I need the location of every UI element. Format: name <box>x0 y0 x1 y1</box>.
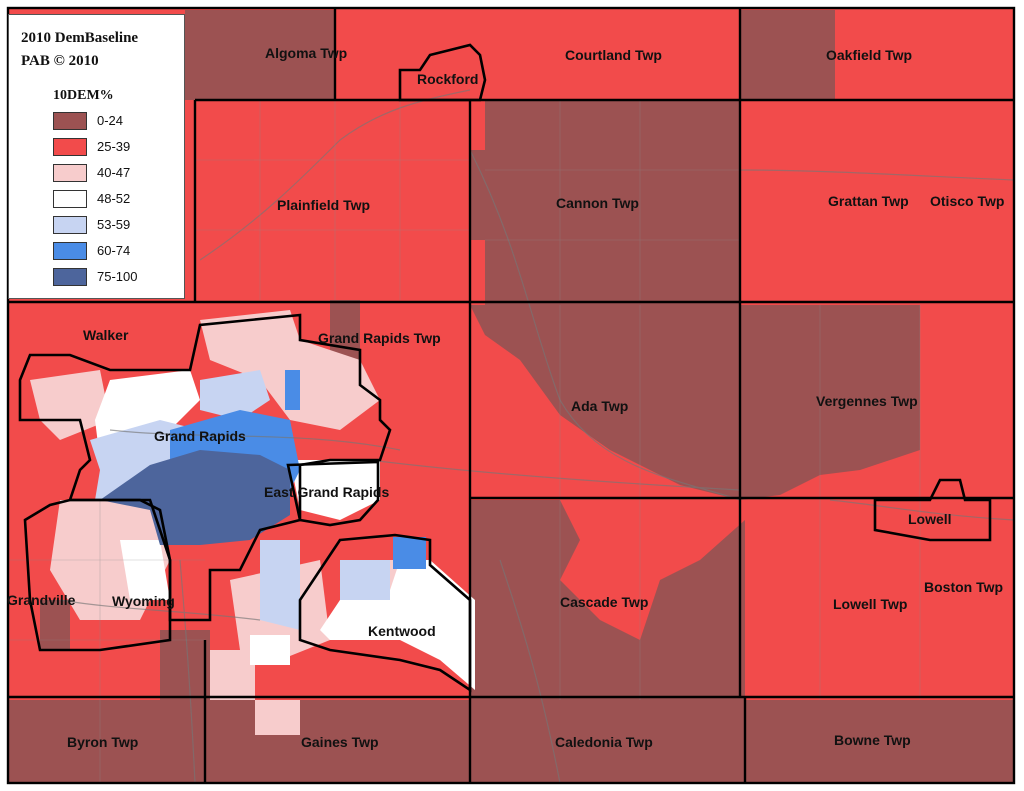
strong-democrat-areas <box>100 450 290 545</box>
map-legend: 2010 DemBaseline PAB © 2010 10DEM% 0-24 2… <box>8 14 185 299</box>
lowell-boundary <box>873 478 992 542</box>
label-oakfield: Oakfield Twp <box>826 47 912 63</box>
label-grattan: Grattan Twp <box>828 193 909 209</box>
label-walker: Walker <box>83 327 129 343</box>
label-algoma: Algoma Twp <box>265 45 347 61</box>
city-boundaries <box>18 43 992 693</box>
label-vergennes: Vergennes Twp <box>816 393 918 409</box>
label-lowell: Lowell <box>908 511 952 527</box>
rockford-boundary <box>398 43 487 102</box>
label-boston: Boston Twp <box>924 579 1003 595</box>
label-wyoming: Wyoming <box>112 593 175 609</box>
legend-range-label: 40-47 <box>97 165 131 180</box>
legend-swatch <box>53 268 87 286</box>
place-labels: Algoma Twp Rockford Courtland Twp Oakfie… <box>7 45 1004 750</box>
legend-range-label: 75-100 <box>97 269 138 284</box>
legend-range-label: 53-59 <box>97 217 131 232</box>
wyoming-boundary <box>23 498 172 652</box>
legend-field-name: 10DEM% <box>53 88 114 103</box>
legend-swatch <box>53 138 87 156</box>
label-rockford: Rockford <box>417 71 478 87</box>
township-boundaries <box>6 6 1016 785</box>
label-ada: Ada Twp <box>571 398 628 414</box>
label-courtland: Courtland Twp <box>565 47 662 63</box>
kentwood-boundary <box>298 533 472 693</box>
label-cannon: Cannon Twp <box>556 195 639 211</box>
legend-range-label: 48-52 <box>97 191 131 206</box>
label-bowne: Bowne Twp <box>834 732 911 748</box>
legend-range-label: 25-39 <box>97 139 131 154</box>
strong-republican-areas <box>8 10 1014 783</box>
tossup-areas <box>95 370 475 690</box>
label-east-grand-rapids: East Grand Rapids <box>264 484 389 500</box>
label-gaines: Gaines Twp <box>301 734 379 750</box>
legend-swatch <box>53 216 87 234</box>
precinct-lines <box>8 100 921 783</box>
legend-swatch <box>53 190 87 208</box>
east-grand-rapids-boundary <box>286 460 380 527</box>
legend-title: 2010 DemBaseline <box>21 30 139 46</box>
legend-copyright: PAB © 2010 <box>21 53 99 69</box>
label-grand-rapids-twp: Grand Rapids Twp <box>318 330 441 346</box>
label-lowell-twp: Lowell Twp <box>833 596 907 612</box>
legend-swatch <box>53 164 87 182</box>
label-grand-rapids: Grand Rapids <box>154 428 246 444</box>
label-caledonia: Caledonia Twp <box>555 734 653 750</box>
label-otisco: Otisco Twp <box>930 193 1004 209</box>
legend-swatch <box>53 112 87 130</box>
legend-range-label: 0-24 <box>97 113 124 128</box>
label-byron: Byron Twp <box>67 734 138 750</box>
label-cascade: Cascade Twp <box>560 594 648 610</box>
label-kentwood: Kentwood <box>368 623 436 639</box>
label-plainfield: Plainfield Twp <box>277 197 370 213</box>
legend-range-label: 60-74 <box>97 243 131 258</box>
label-grandville: Grandville <box>7 592 76 608</box>
legend-swatch <box>53 242 87 260</box>
